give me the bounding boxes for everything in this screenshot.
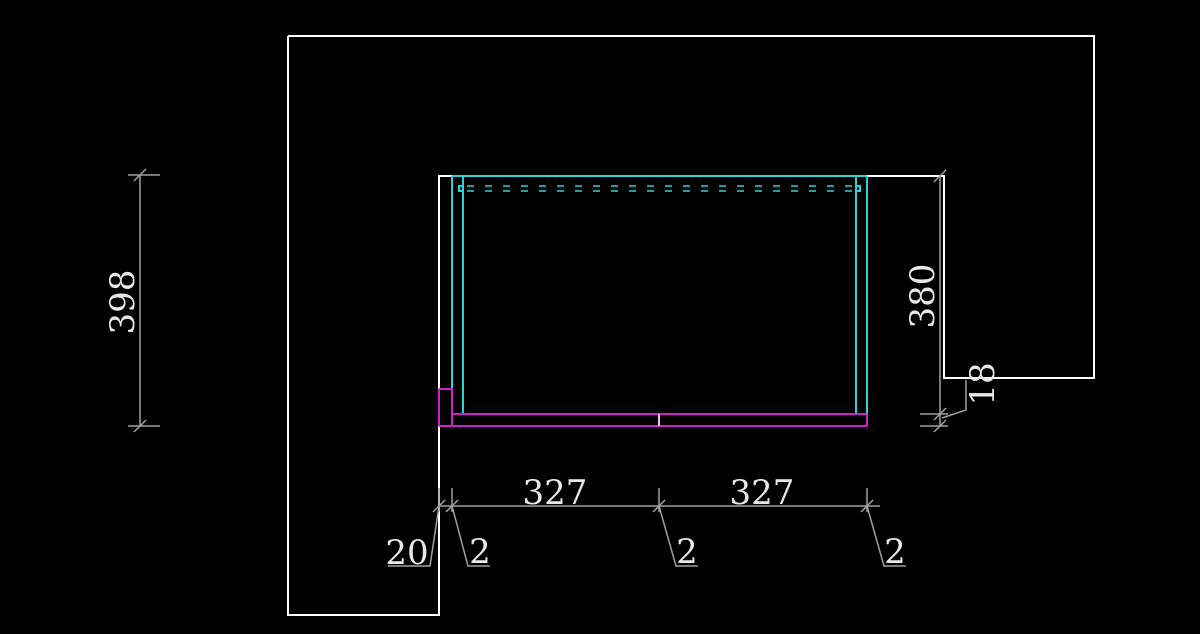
dim-door-right: 327: [730, 473, 795, 513]
dim-bottom-offset: 18: [963, 362, 1003, 405]
dim-gap-middle: 2: [676, 532, 698, 572]
dim-overall-height: 398: [103, 270, 143, 335]
dim-door-left: 327: [523, 473, 588, 513]
wall-outline: [287, 35, 1095, 616]
dim-side-offset: 20: [385, 533, 428, 573]
cabinet-body: [451, 175, 868, 415]
dimension-lines: [128, 168, 967, 567]
dim-gap-right: 2: [884, 532, 906, 572]
shelf-hidden-line: [467, 185, 852, 192]
dim-inner-height: 380: [903, 264, 943, 329]
cabinet-base: [438, 388, 868, 427]
dim-gap-left: 2: [469, 532, 491, 572]
